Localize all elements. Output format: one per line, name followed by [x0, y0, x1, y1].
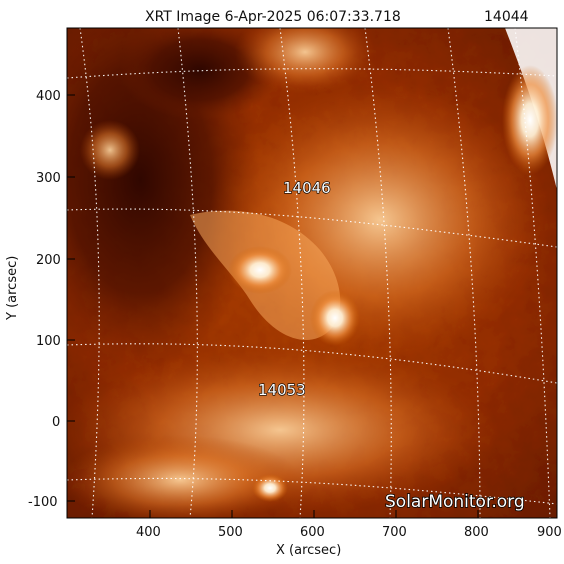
- y-tick-label: 200: [36, 253, 61, 268]
- x-tick-label: 400: [136, 525, 161, 540]
- x-tick-label: 700: [382, 525, 407, 540]
- limb-glow: [502, 65, 557, 175]
- axis-ticks: [67, 94, 558, 518]
- solar-plot-area[interactable]: 14046 14053 SolarMonitor.org: [20, 0, 558, 525]
- x-tick-label: 500: [218, 525, 243, 540]
- x-axis-label: X (arcsec): [276, 543, 341, 558]
- y-tick-label: 300: [36, 171, 61, 186]
- grid-longitude-5: [447, 28, 481, 518]
- limb-brightening: [505, 28, 557, 190]
- plot-frame: [66, 27, 558, 519]
- bright-kernel-1: [228, 246, 292, 294]
- heliographic-grid: [67, 28, 557, 518]
- grid-longitude-6: [514, 28, 551, 518]
- x-tick-label: 900: [537, 525, 562, 540]
- corner-label: 14044: [484, 9, 529, 25]
- y-tick-label: -100: [28, 495, 58, 510]
- image-title: XRT Image 6-Apr-2025 06:07:33.718: [145, 9, 401, 25]
- x-tick-label: 800: [464, 525, 489, 540]
- glow-bottom-left: [67, 435, 300, 518]
- grid-longitude-2: [177, 28, 198, 518]
- grid-longitude-4: [364, 28, 392, 518]
- glow-top: [235, 28, 375, 94]
- y-tick-label: 400: [36, 89, 61, 104]
- region-label: 14046: [283, 179, 331, 197]
- region-label: 14053: [258, 381, 306, 399]
- glow-left-patch: [80, 120, 140, 180]
- bright-kernel-2: [310, 290, 360, 346]
- grid-longitude-1: [79, 28, 100, 518]
- x-tick-label: 600: [300, 525, 325, 540]
- y-tick-label: 100: [36, 334, 61, 349]
- watermark-text: SolarMonitor.org: [385, 492, 525, 512]
- y-axis-label: Y (arcsec): [5, 256, 20, 321]
- bright-kernel-3: [252, 474, 288, 502]
- y-tick-label: 0: [52, 415, 60, 430]
